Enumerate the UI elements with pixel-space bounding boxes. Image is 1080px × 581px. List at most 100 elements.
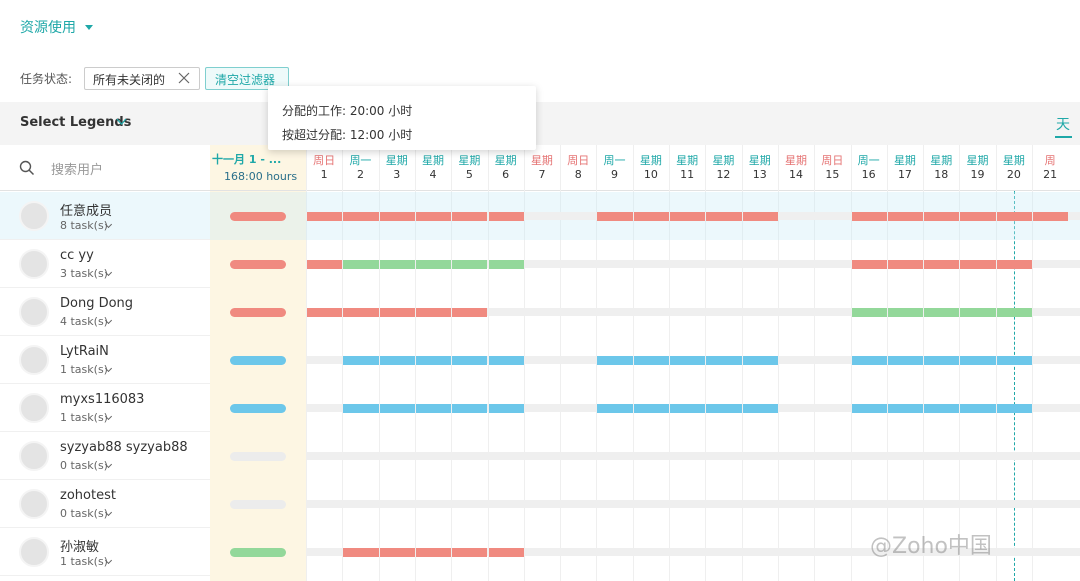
allocation-bar[interactable] xyxy=(379,212,415,221)
allocation-bar[interactable] xyxy=(742,212,778,221)
select-legends[interactable]: Select Legends xyxy=(20,115,132,130)
allocation-bar[interactable] xyxy=(597,404,633,413)
title-caret[interactable] xyxy=(85,25,93,30)
user-name[interactable]: zohotest xyxy=(60,488,116,503)
allocation-bar[interactable] xyxy=(960,212,996,221)
user-tasks[interactable]: 3 task(s) xyxy=(60,267,108,280)
user-tasks[interactable]: 1 task(s) xyxy=(60,555,108,568)
user-tasks[interactable]: 0 task(s) xyxy=(60,507,108,520)
allocation-bar[interactable] xyxy=(488,356,524,365)
allocation-bar[interactable] xyxy=(996,212,1032,221)
filter-chip[interactable] xyxy=(84,67,200,90)
user-name[interactable]: myxs116083 xyxy=(60,392,145,407)
allocation-bar[interactable] xyxy=(379,356,415,365)
user-tasks[interactable]: 4 task(s) xyxy=(60,315,108,328)
allocation-bar[interactable] xyxy=(887,308,924,317)
allocation-bar[interactable] xyxy=(307,308,343,317)
allocation-bar[interactable] xyxy=(343,308,379,317)
allocation-bar[interactable] xyxy=(670,356,706,365)
allocation-bar[interactable] xyxy=(343,356,379,365)
user-name[interactable]: cc yy xyxy=(60,248,94,263)
allocation-bar[interactable] xyxy=(851,308,887,317)
view-day[interactable]: 天 xyxy=(1056,117,1070,133)
allocation-bar[interactable] xyxy=(415,212,452,221)
allocation-bar[interactable] xyxy=(597,212,633,221)
allocation-bar[interactable] xyxy=(307,212,343,221)
allocation-bar[interactable] xyxy=(415,548,452,557)
allocation-bar[interactable] xyxy=(343,548,379,557)
allocation-bar[interactable] xyxy=(851,356,887,365)
allocation-bar[interactable] xyxy=(851,212,887,221)
allocation-bar[interactable] xyxy=(742,404,778,413)
chip-close[interactable] xyxy=(178,72,190,84)
allocation-bar[interactable] xyxy=(960,356,996,365)
allocation-bar[interactable] xyxy=(379,308,415,317)
allocation-bar[interactable] xyxy=(379,548,415,557)
search-input[interactable]: 搜索用户 xyxy=(51,163,104,178)
allocation-bar[interactable] xyxy=(597,356,633,365)
user-name[interactable]: 孙淑敏 xyxy=(60,540,100,555)
allocation-bar[interactable] xyxy=(452,548,488,557)
allocation-bar[interactable] xyxy=(742,356,778,365)
allocation-bar[interactable] xyxy=(633,356,669,365)
allocation-bar[interactable] xyxy=(379,260,415,269)
user-tasks[interactable]: 1 task(s) xyxy=(60,363,108,376)
allocation-bar[interactable] xyxy=(887,212,924,221)
allocation-bar[interactable] xyxy=(633,212,669,221)
user-name[interactable]: syzyab88 syzyab88 xyxy=(60,440,188,455)
allocation-bar[interactable] xyxy=(452,260,488,269)
allocation-bar[interactable] xyxy=(452,404,488,413)
allocation-bar[interactable] xyxy=(670,212,706,221)
allocation-bar[interactable] xyxy=(415,260,452,269)
user-name[interactable]: Dong Dong xyxy=(60,296,134,311)
allocation-bar[interactable] xyxy=(488,260,524,269)
summary-bar xyxy=(230,548,286,557)
allocation-bar[interactable] xyxy=(415,356,452,365)
page-title[interactable]: 资源使用 xyxy=(20,20,76,36)
allocation-bar[interactable] xyxy=(887,260,924,269)
allocation-bar[interactable] xyxy=(924,308,960,317)
allocation-bar[interactable] xyxy=(887,356,924,365)
allocation-bar[interactable] xyxy=(706,212,742,221)
allocation-bar[interactable] xyxy=(343,404,379,413)
allocation-bar[interactable] xyxy=(488,212,524,221)
user-tasks[interactable]: 8 task(s) xyxy=(60,219,108,232)
user-tasks[interactable]: 0 task(s) xyxy=(60,459,108,472)
allocation-bar[interactable] xyxy=(996,356,1032,365)
allocation-bar[interactable] xyxy=(415,404,452,413)
user-tasks[interactable]: 1 task(s) xyxy=(60,411,108,424)
allocation-bar[interactable] xyxy=(996,260,1032,269)
allocation-bar[interactable] xyxy=(960,260,996,269)
allocation-bar[interactable] xyxy=(960,404,996,413)
allocation-bar[interactable] xyxy=(887,404,924,413)
timeline-track xyxy=(306,452,1080,460)
user-name[interactable]: 任意成员 xyxy=(60,204,113,219)
allocation-bar[interactable] xyxy=(924,260,960,269)
allocation-bar[interactable] xyxy=(488,548,524,557)
allocation-bar[interactable] xyxy=(343,260,379,269)
allocation-bar[interactable] xyxy=(452,356,488,365)
allocation-bar[interactable] xyxy=(924,356,960,365)
allocation-bar[interactable] xyxy=(670,404,706,413)
allocation-bar[interactable] xyxy=(851,404,887,413)
allocation-bar[interactable] xyxy=(452,212,488,221)
allocation-bar[interactable] xyxy=(452,308,488,317)
user-name[interactable]: LytRaiN xyxy=(60,344,109,359)
allocation-bar[interactable] xyxy=(960,308,996,317)
allocation-bar[interactable] xyxy=(996,308,1032,317)
allocation-bar[interactable] xyxy=(706,404,742,413)
allocation-bar[interactable] xyxy=(924,212,960,221)
allocation-bar[interactable] xyxy=(488,404,524,413)
allocation-bar[interactable] xyxy=(343,212,379,221)
allocation-bar[interactable] xyxy=(996,404,1032,413)
allocation-bar[interactable] xyxy=(851,260,887,269)
allocation-bar[interactable] xyxy=(706,356,742,365)
allocation-bar[interactable] xyxy=(1033,212,1069,221)
legends-chevron[interactable] xyxy=(116,118,127,126)
allocation-bar[interactable] xyxy=(924,404,960,413)
allocation-bar[interactable] xyxy=(379,404,415,413)
allocation-bar[interactable] xyxy=(307,260,343,269)
allocation-bar[interactable] xyxy=(633,404,669,413)
clear-filter-button[interactable] xyxy=(205,67,289,90)
allocation-bar[interactable] xyxy=(415,308,452,317)
